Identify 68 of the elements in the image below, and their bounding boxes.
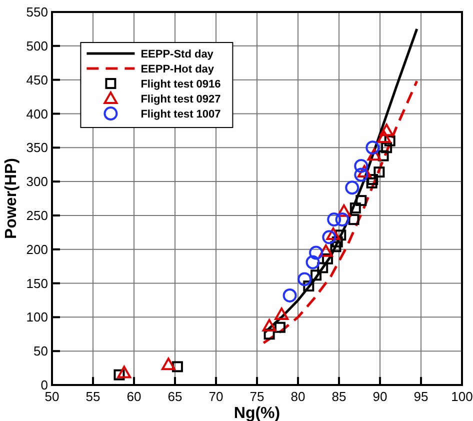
y-tick-label: 150 <box>26 276 48 291</box>
point <box>318 244 333 257</box>
y-tick-label: 50 <box>34 344 48 359</box>
x-tick-label: 75 <box>250 389 264 404</box>
legend-label: Flight test 0916 <box>140 78 221 90</box>
point <box>354 168 368 182</box>
point <box>366 177 378 188</box>
y-tick-label: 200 <box>26 242 48 257</box>
point <box>378 150 389 162</box>
point <box>330 241 342 252</box>
point <box>350 202 361 214</box>
point <box>366 140 380 155</box>
point <box>354 158 368 173</box>
y-tick-label: 250 <box>26 208 48 224</box>
point <box>381 142 392 154</box>
y-tick-label: 500 <box>26 38 48 54</box>
point <box>298 272 312 286</box>
y-tick-label: 400 <box>26 106 48 122</box>
point <box>348 214 360 226</box>
point <box>335 212 350 227</box>
point <box>377 130 392 143</box>
x-tick-label: 70 <box>208 389 224 404</box>
x-tick-label: 80 <box>290 389 306 404</box>
point <box>380 124 394 136</box>
point <box>322 253 334 264</box>
point <box>262 319 276 332</box>
point <box>336 204 351 217</box>
point <box>310 270 322 281</box>
point <box>303 280 314 292</box>
point <box>326 227 340 240</box>
x-tick-label: 95 <box>414 389 428 404</box>
point <box>345 180 360 195</box>
legend-label: Flight test 1007 <box>140 108 221 120</box>
y-tick-label: 350 <box>26 140 48 156</box>
point <box>161 358 176 370</box>
point <box>335 230 346 241</box>
legend-label: Flight test 0927 <box>140 93 221 106</box>
point <box>357 165 372 178</box>
x-tick-label: 85 <box>332 389 346 404</box>
point <box>306 255 320 270</box>
point <box>309 246 324 260</box>
point <box>264 328 275 340</box>
x-tick-label: 60 <box>126 389 142 404</box>
line-series <box>262 80 418 344</box>
point <box>367 148 382 161</box>
point <box>172 361 183 372</box>
y-tick-label: 450 <box>26 72 48 88</box>
point <box>356 195 367 206</box>
x-tick-label: 90 <box>372 389 388 404</box>
x-tick-label: 65 <box>168 389 182 404</box>
legend-label: EEPP-Std day <box>140 48 214 60</box>
y-axis-title: Power(HP) <box>3 158 20 239</box>
point <box>322 230 336 244</box>
point <box>332 236 343 248</box>
legend-label: EEPP-Hot day <box>140 63 215 76</box>
point <box>274 307 289 320</box>
point <box>117 366 132 378</box>
x-tick-label: 100 <box>451 389 473 404</box>
point <box>367 174 378 186</box>
x-tick-label: 55 <box>86 389 100 404</box>
y-tick-label: 550 <box>26 4 48 20</box>
point <box>282 288 297 302</box>
point <box>327 212 342 227</box>
y-tick-label: 100 <box>26 310 48 325</box>
point <box>274 322 286 333</box>
y-tick-label: 300 <box>26 174 48 190</box>
point <box>317 262 328 274</box>
point <box>374 166 385 178</box>
